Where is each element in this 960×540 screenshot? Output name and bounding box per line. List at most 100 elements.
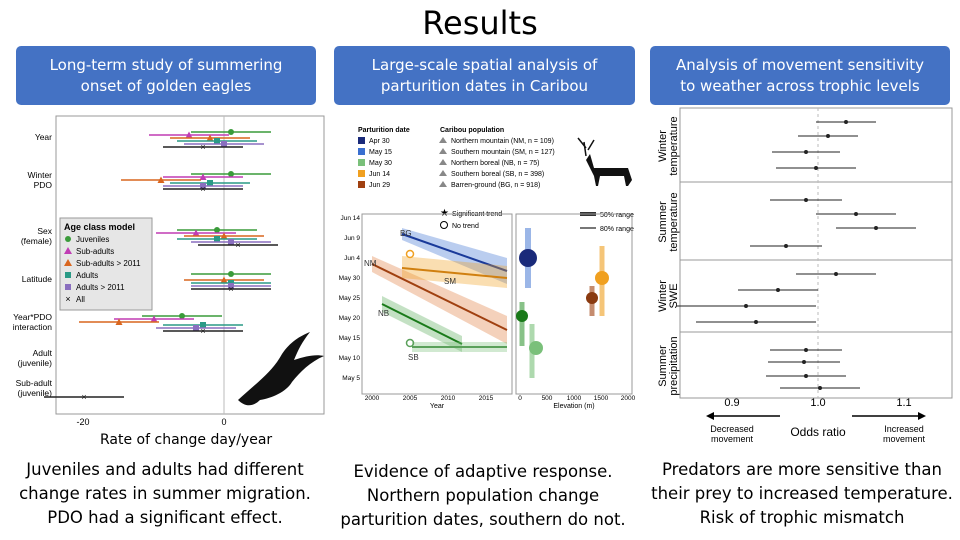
population-legend-item-3: Southern boreal (SB, n = 398) [451, 171, 544, 178]
eagle-point-4-0 [221, 141, 227, 147]
eagle-point-5-2: × [235, 240, 240, 250]
odds-point-12 [804, 348, 808, 352]
eagle-ytick-5: Adult (juvenile) [18, 348, 53, 368]
odds-point-3 [814, 166, 818, 170]
facet-label-2: WinterSWE [657, 280, 680, 312]
parturition-legend-item-2: May 30 [369, 160, 392, 167]
population-legend-item-4: Barren-ground (BG, n = 918) [451, 182, 540, 189]
caribou-ytick-6: May 15 [339, 335, 361, 342]
population-legend-title: Caribou population [440, 127, 504, 134]
odds-point-2 [804, 150, 808, 154]
slide-title: Results [422, 4, 538, 42]
eagle-point-1-0 [185, 131, 193, 138]
eagle-legend-item-0: Juveniles [76, 235, 109, 244]
eagle-point-5-6: × [81, 392, 86, 402]
eagle-point-3-0 [214, 138, 220, 144]
odds-xlabel: Odds ratio [790, 425, 846, 439]
eagle-point-0-1 [228, 171, 234, 177]
odds-point-9 [776, 288, 780, 292]
caribou-ytick-4: May 25 [339, 295, 361, 302]
header-box-movement: Analysis of movement sensitivity to weat… [650, 46, 950, 105]
eagle-point-4-4 [193, 325, 199, 331]
eagle-point-4-2 [228, 239, 234, 245]
eagle-point-0-3 [228, 271, 234, 277]
odds-point-13 [802, 360, 806, 364]
caribou-x2tick-4: 2000 [621, 395, 636, 402]
caribou-ytick-3: May 30 [339, 275, 361, 282]
parturition-legend-item-1: May 15 [369, 149, 392, 156]
range-legend-0: 50% range [600, 212, 634, 219]
header-box-eagles: Long-term study of summering onset of go… [16, 46, 316, 105]
caribou-xtick-1: 2005 [403, 395, 418, 402]
eagle-ytick-0: Year [35, 132, 52, 142]
increased-movement-label: Increased movement [883, 424, 926, 444]
eagle-point-2-2 [220, 232, 228, 239]
header-box-caribou: Large-scale spatial analysis of parturit… [334, 46, 635, 105]
caribou-ytick-0: Jun 14 [340, 215, 360, 222]
caribou-plot: Parturition date Apr 30 May 15 May 30 Jun 1… [332, 116, 636, 414]
caribou-xlabel: Year [430, 403, 445, 410]
svg-text:SB: SB [408, 353, 419, 362]
caribou-xtick-0: 2000 [365, 395, 380, 402]
eagle-point-2-1 [157, 176, 165, 183]
eagle-point-0-0 [228, 129, 234, 135]
eagle-point-1-1 [199, 173, 207, 180]
odds-point-1 [826, 134, 830, 138]
caribou-ytick-5: May 20 [339, 315, 361, 322]
range-legend-1: 80% range [600, 226, 634, 233]
trend-legend-1: No trend [452, 223, 479, 230]
caribou-xtick-3: 2015 [479, 395, 494, 402]
eagle-point-1-2 [192, 229, 200, 236]
caribou-ytick-7: May 10 [339, 355, 361, 362]
caribou-ytick-8: May 5 [342, 375, 360, 382]
eagle-point-5-3: × [228, 284, 233, 294]
caribou-x2tick-0: 0 [518, 395, 522, 402]
eagle-point-0-4 [179, 313, 185, 319]
caribou-xtick-2: 2010 [441, 395, 456, 402]
parturition-legend-item-0: Apr 30 [369, 138, 390, 145]
eagle-point-0-2 [214, 227, 220, 233]
parturition-legend-item-4: Jun 29 [369, 182, 390, 189]
conclusion-eagles: Juveniles and adults had different chang… [19, 460, 311, 527]
facet-label-3: Summerprecipitation [657, 336, 680, 395]
eagle-point-3-1 [207, 180, 213, 186]
eagle-point-2-0 [206, 134, 214, 141]
eagle-point-3-4 [200, 322, 206, 328]
eagle-ytick-4: Year*PDO interaction [13, 312, 53, 332]
eagle-point-5-0: × [200, 142, 205, 152]
population-legend-item-0: Northern mountain (NM, n = 109) [451, 138, 554, 145]
caribou-x2tick-2: 1000 [567, 395, 582, 402]
facet-label-0: Wintertemperature [657, 116, 680, 175]
odds-point-15 [818, 386, 822, 390]
eagle-legend-item-1: Sub-adults [76, 247, 114, 256]
eagle-legend-item-5: All [76, 295, 85, 304]
svg-text:NB: NB [378, 309, 389, 318]
caribou-silhouette-icon [577, 137, 632, 186]
caribou-x2label: Elevation (m) [553, 403, 594, 410]
svg-text:×: × [65, 294, 70, 304]
svg-text:NM: NM [364, 259, 377, 268]
eagle-xtick-1: 0 [221, 417, 226, 427]
conclusion-movement: Predators are more sensitive than their … [651, 460, 953, 527]
eagle-forest-plot: Year Winter PDO Sex (female) Latitude Year*PDO… [13, 115, 325, 427]
eagle-point-2-3 [220, 276, 228, 283]
eagle-legend-item-2: Sub-adults > 2011 [76, 259, 141, 268]
conclusion-caribou: Evidence of adaptive response. Northern … [340, 462, 626, 529]
eagle-ytick-3: Latitude [22, 274, 53, 284]
parturition-legend-item-3: Jun 14 [369, 171, 390, 178]
odds-ratio-plot: Wintertemperature Summertemperature Winter… [657, 107, 953, 444]
eagle-point-5-1: × [200, 184, 205, 194]
eagle-point-4-1 [200, 183, 206, 189]
eagle-ytick-2: Sex (female) [21, 226, 53, 246]
eagle-legend-title: Age class model [64, 222, 135, 232]
odds-point-6 [874, 226, 878, 230]
eagle-point-5-4: × [200, 326, 205, 336]
population-legend-item-2: Northern boreal (NB, n = 75) [451, 160, 540, 167]
odds-xtick-0: 0.9 [724, 397, 739, 409]
eagle-legend-item-4: Adults > 2011 [76, 283, 125, 292]
eagle-ytick-6: Sub-adult (juvenile) [16, 378, 53, 398]
facet-label-1: Summertemperature [657, 192, 680, 251]
odds-point-4 [804, 198, 808, 202]
odds-xtick-1: 1.0 [810, 397, 825, 409]
odds-point-10 [744, 304, 748, 308]
